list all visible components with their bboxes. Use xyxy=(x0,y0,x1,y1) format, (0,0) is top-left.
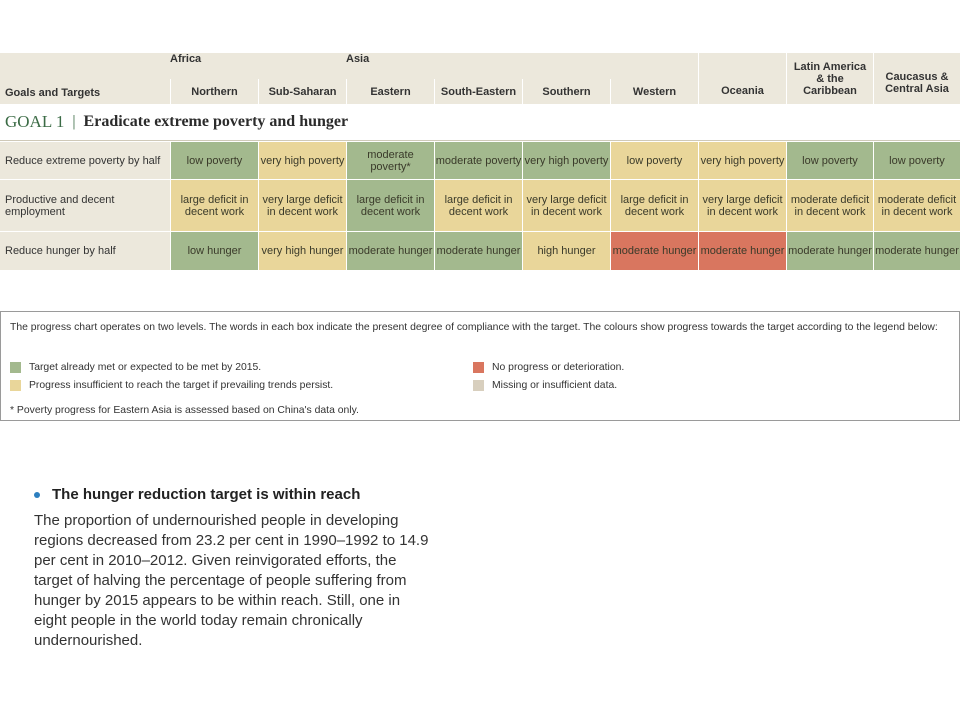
status-cell: very large deficit in decent work xyxy=(258,180,346,231)
bullet-heading-row: The hunger reduction target is within re… xyxy=(34,486,434,503)
status-cell: moderate deficit in decent work xyxy=(873,180,960,231)
status-cell: moderate hunger xyxy=(346,232,434,270)
bullet-heading: The hunger reduction target is within re… xyxy=(52,486,361,503)
yellow-swatch xyxy=(10,380,21,391)
table-row: Reduce hunger by half low hunger very hi… xyxy=(0,231,960,270)
status-cell: very large deficit in decent work xyxy=(522,180,610,231)
latin-america-header: Latin America & the Caribbean xyxy=(786,53,873,104)
oceania-header: Oceania xyxy=(698,53,786,104)
table-row: Reduce extreme poverty by half low pover… xyxy=(0,141,960,179)
subregion-south-eastern: South-Eastern xyxy=(434,79,522,104)
status-cell: very high poverty xyxy=(698,142,786,179)
chart-header: Goals and Targets Africa Northern Sub-Sa… xyxy=(0,53,960,104)
status-cell: large deficit in decent work xyxy=(170,180,258,231)
status-cell: moderate hunger xyxy=(786,232,873,270)
status-cell: low poverty xyxy=(786,142,873,179)
status-cell: moderate hunger xyxy=(434,232,522,270)
goal-separator: | xyxy=(72,113,76,130)
goal-title-row: GOAL 1 | Eradicate extreme poverty and h… xyxy=(0,104,960,141)
goal-title: Eradicate extreme poverty and hunger xyxy=(83,113,349,130)
status-cell: very high poverty xyxy=(522,142,610,179)
legend-intro: The progress chart operates on two level… xyxy=(10,322,938,333)
target-rows: Reduce extreme poverty by half low pover… xyxy=(0,141,960,270)
row-label: Productive and decent employment xyxy=(0,180,170,231)
status-cell: moderate hunger xyxy=(873,232,960,270)
legend-item: No progress or deterioration. xyxy=(473,359,624,376)
subregion-eastern: Eastern xyxy=(346,79,434,104)
status-cell: high hunger xyxy=(522,232,610,270)
legend-item: Target already met or expected to be met… xyxy=(10,359,261,376)
asia-group: Asia Eastern South-Eastern Southern West… xyxy=(346,53,698,104)
progress-chart: Goals and Targets Africa Northern Sub-Sa… xyxy=(0,53,960,270)
status-cell: low poverty xyxy=(170,142,258,179)
subregion-southern: Southern xyxy=(522,79,610,104)
status-cell: moderate deficit in decent work xyxy=(786,180,873,231)
africa-group: Africa Northern Sub-Saharan xyxy=(170,53,346,104)
hunger-bullet-section: The hunger reduction target is within re… xyxy=(34,486,434,651)
status-cell: large deficit in decent work xyxy=(346,180,434,231)
status-cell: moderate hunger xyxy=(698,232,786,270)
status-cell: low poverty xyxy=(873,142,960,179)
status-cell: moderate hunger xyxy=(610,232,698,270)
status-cell: moderate poverty* xyxy=(346,142,434,179)
legend-item-text: Missing or insufficient data. xyxy=(492,380,618,391)
status-cell: low poverty xyxy=(610,142,698,179)
legend-item: Missing or insufficient data. xyxy=(473,377,617,394)
red-swatch xyxy=(473,362,484,373)
status-cell: very large deficit in decent work xyxy=(698,180,786,231)
asia-header: Asia xyxy=(346,53,370,65)
legend-item-text: Progress insufficient to reach the targe… xyxy=(29,380,334,391)
status-cell: very high hunger xyxy=(258,232,346,270)
bullet-body: The proportion of undernourished people … xyxy=(34,512,429,649)
green-swatch xyxy=(10,362,21,373)
subregion-western: Western xyxy=(610,79,698,104)
africa-header: Africa xyxy=(170,53,202,65)
status-cell: low hunger xyxy=(170,232,258,270)
bullet-dot-icon xyxy=(34,491,40,498)
status-cell: large deficit in decent work xyxy=(610,180,698,231)
legend-item-text: Target already met or expected to be met… xyxy=(29,362,262,373)
goals-and-targets-label: Goals and Targets xyxy=(5,87,101,99)
status-cell: very high poverty xyxy=(258,142,346,179)
caucasus-header: Caucasus & Central Asia xyxy=(873,53,960,104)
legend-box: The progress chart operates on two level… xyxy=(0,311,960,421)
status-cell: moderate poverty xyxy=(434,142,522,179)
legend-item: Progress insufficient to reach the targe… xyxy=(10,377,333,394)
status-cell: large deficit in decent work xyxy=(434,180,522,231)
grey-swatch xyxy=(473,380,484,391)
subregion-sub-saharan: Sub-Saharan xyxy=(258,79,346,104)
goal-number: GOAL 1 xyxy=(5,112,65,131)
subregion-northern: Northern xyxy=(170,79,258,104)
legend-footnote: * Poverty progress for Eastern Asia is a… xyxy=(10,405,359,416)
legend-item-text: No progress or deterioration. xyxy=(492,362,625,373)
row-label: Reduce extreme poverty by half xyxy=(0,142,170,179)
row-label: Reduce hunger by half xyxy=(0,232,170,270)
table-row: Productive and decent employment large d… xyxy=(0,179,960,231)
